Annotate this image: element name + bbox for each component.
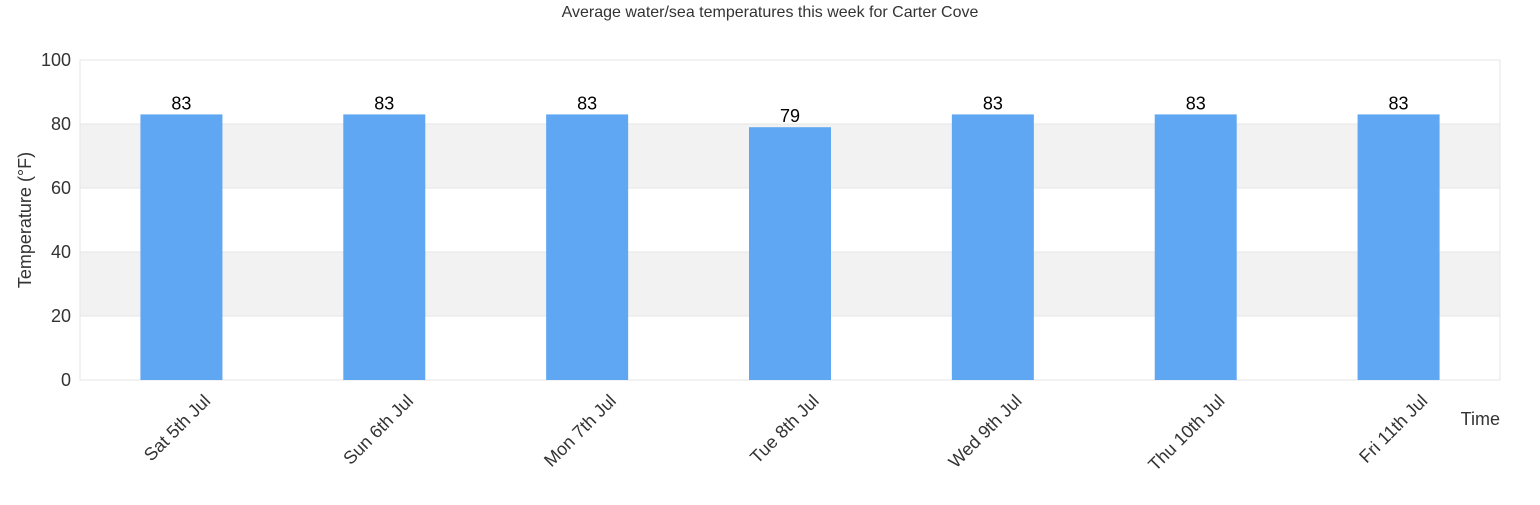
data-label: 83 [374, 93, 394, 113]
y-tick-label: 20 [51, 306, 71, 326]
bar [140, 114, 223, 381]
bar [951, 114, 1034, 381]
x-tick-label: Sun 6th Jul [339, 391, 417, 469]
data-label: 83 [171, 93, 191, 113]
x-tick-label: Thu 10th Jul [1144, 391, 1228, 475]
bar [546, 114, 629, 381]
y-tick-label: 80 [51, 114, 71, 134]
x-tick-label: Sat 5th Jul [140, 391, 214, 465]
y-tick-label: 100 [41, 50, 71, 70]
bar [1357, 114, 1440, 381]
x-tick-label: Mon 7th Jul [540, 391, 620, 471]
x-axis-title: Time [1461, 409, 1500, 429]
x-axis-ticks: Sat 5th Jul Sun 6th Jul Mon 7th Jul Tue 8th… [140, 391, 1431, 475]
data-labels: 83 83 83 79 83 83 83 [171, 93, 1408, 126]
y-axis-ticks: 0 20 40 60 80 100 [41, 50, 71, 390]
data-label: 83 [983, 93, 1003, 113]
data-label: 83 [577, 93, 597, 113]
y-axis-title: Temperature (°F) [15, 152, 35, 288]
x-tick-label: Tue 8th Jul [746, 391, 823, 468]
data-label: 83 [1389, 93, 1409, 113]
x-tick-label: Fri 11th Jul [1355, 391, 1431, 467]
bar [343, 114, 426, 381]
data-label: 83 [1186, 93, 1206, 113]
bars [140, 114, 1440, 381]
x-tick-label: Wed 9th Jul [945, 391, 1026, 472]
y-tick-label: 40 [51, 242, 71, 262]
y-tick-label: 60 [51, 178, 71, 198]
chart-title: Average water/sea temperatures this week… [562, 4, 979, 21]
bar [1154, 114, 1237, 381]
y-tick-label: 0 [61, 370, 71, 390]
bar [749, 127, 831, 380]
data-label: 79 [780, 106, 800, 126]
